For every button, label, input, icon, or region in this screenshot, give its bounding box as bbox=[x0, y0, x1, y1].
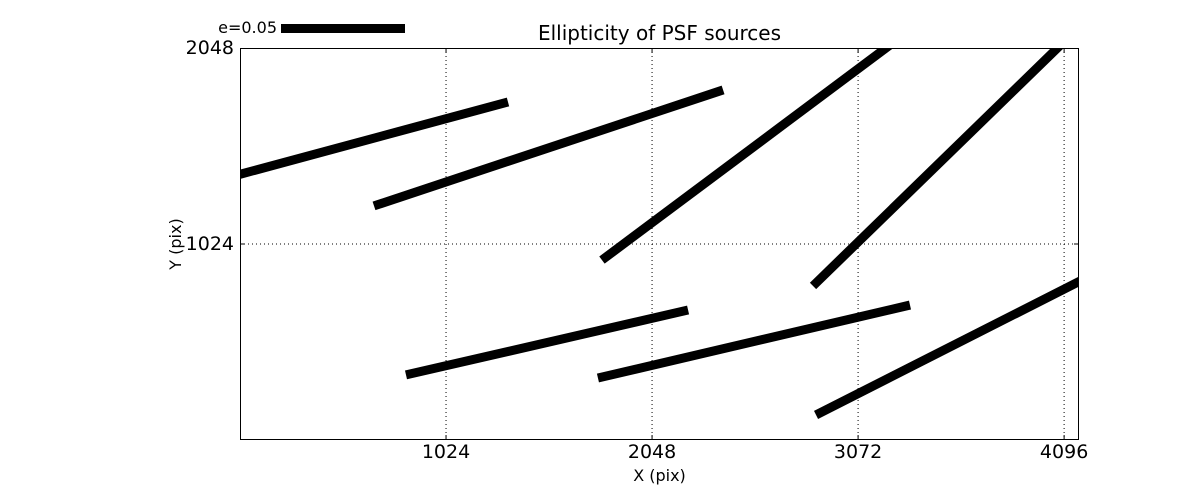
x-tick-label: 1024 bbox=[421, 441, 471, 463]
legend-label: e=0.05 bbox=[218, 18, 277, 37]
x-tick-label: 4096 bbox=[1039, 441, 1089, 463]
ellipticity-whisker bbox=[813, 276, 1079, 419]
plot-area bbox=[240, 48, 1079, 440]
ellipticity-whisker bbox=[240, 97, 510, 179]
y-tick-label: 1024 bbox=[185, 233, 234, 255]
ellipticity-whisker bbox=[809, 48, 1064, 290]
ellipticity-whisker bbox=[372, 85, 725, 211]
x-tick-label: 2048 bbox=[627, 441, 677, 463]
y-axis-label: Y (pix) bbox=[166, 218, 185, 270]
chart-title: Ellipticity of PSF sources bbox=[537, 21, 782, 45]
ellipticity-whisker bbox=[596, 300, 912, 383]
axes-border bbox=[240, 48, 1079, 440]
y-tick-label: 2048 bbox=[185, 37, 234, 59]
ellipticity-whisker bbox=[404, 305, 690, 380]
x-axis-label: X (pix) bbox=[633, 466, 686, 485]
legend-scale-bar bbox=[281, 24, 405, 33]
x-tick-label: 3072 bbox=[833, 441, 883, 463]
ellipticity-whisker bbox=[599, 48, 894, 264]
